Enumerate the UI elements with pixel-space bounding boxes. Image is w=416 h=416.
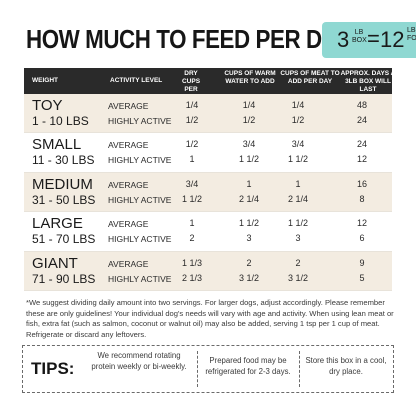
dry-cups-average: 3/4	[185, 178, 199, 189]
size-range: 11 - 30 LBS	[32, 153, 95, 168]
dry-cups-average: 1 1/3	[181, 257, 203, 268]
meat-high: 2 1/4	[287, 193, 309, 204]
warm-water-average: 3/4	[242, 139, 256, 150]
warm-water-average: 1	[246, 178, 252, 189]
size-name: SMALL	[32, 136, 82, 154]
dry-cups-average: 1/2	[185, 139, 199, 150]
days-high: 6	[359, 233, 365, 244]
tips-divider	[299, 351, 300, 387]
tips-label: TIPS:	[31, 359, 75, 378]
size-name: MEDIUM	[32, 175, 93, 193]
table-header: WEIGHT ACTIVITY LEVEL DRY CUPS PER DAY* …	[24, 68, 395, 101]
warm-water-average: 2	[246, 257, 252, 268]
activity-high: HIGHLY ACTIVE	[108, 155, 172, 166]
feeding-table: WEIGHT ACTIVITY LEVEL DRY CUPS PER DAY* …	[24, 68, 395, 291]
warm-water-high: 2 1/4	[238, 193, 260, 204]
table-row: LARGE 51 - 70 LBS AVERAGE HIGHLY ACTIVE …	[24, 212, 392, 252]
warm-water-average: 1 1/2	[238, 218, 260, 229]
size-name: GIANT	[32, 254, 78, 272]
box-yield-badge: 3 LB BOX = 12 LBS of FOOD!	[322, 22, 416, 58]
warm-water-high: 3	[246, 233, 252, 244]
meat-average: 1/4	[291, 100, 305, 110]
meat-average: 1	[295, 178, 301, 189]
dry-cups-high: 1 1/2	[181, 193, 203, 204]
warm-water-high: 1 1/2	[238, 154, 260, 165]
activity-high: HIGHLY ACTIVE	[108, 194, 172, 205]
size-range: 71 - 90 LBS	[32, 271, 96, 286]
warm-water-high: 1/2	[242, 115, 256, 125]
days-average: 24	[356, 139, 367, 150]
badge-food-unit: LBS of FOOD!	[407, 27, 416, 42]
activity-average: AVERAGE	[108, 140, 149, 151]
dry-cups-high: 1/2	[185, 115, 199, 125]
badge-box-unit: LB BOX	[352, 29, 367, 44]
dry-cups-average: 1/4	[185, 100, 199, 110]
days-high: 24	[356, 115, 367, 125]
days-high: 12	[356, 154, 367, 165]
meat-high: 1/2	[291, 115, 305, 125]
size-range: 1 - 10 LBS	[32, 114, 89, 128]
meat-high: 3 1/2	[287, 272, 309, 283]
warm-water-average: 1/4	[242, 100, 256, 110]
header-weight: WEIGHT	[32, 77, 58, 84]
days-average: 16	[356, 178, 367, 189]
tips-divider	[197, 351, 198, 387]
tip-refrigerate: Prepared food may be refrigerated for 2-…	[205, 356, 291, 376]
activity-high: HIGHLY ACTIVE	[108, 234, 172, 245]
warm-water-high: 3 1/2	[238, 272, 260, 283]
header-activity: ACTIVITY LEVEL	[110, 77, 163, 84]
page-title: HOW MUCH TO FEED PER DAY	[26, 24, 350, 54]
badge-box-weight: 3	[337, 27, 350, 52]
table-row: GIANT 71 - 90 LBS AVERAGE HIGHLY ACTIVE …	[24, 251, 392, 291]
badge-food-weight: 12	[380, 27, 405, 52]
meat-average: 3/4	[291, 139, 305, 150]
badge-equals: =	[367, 26, 380, 51]
activity-high: HIGHLY ACTIVE	[108, 116, 172, 126]
tips-box: TIPS: We recommend rotating protein week…	[22, 345, 394, 393]
size-name: LARGE	[32, 215, 83, 233]
activity-average: AVERAGE	[108, 101, 149, 111]
size-name: TOY	[32, 97, 63, 114]
table-row: SMALL 11 - 30 LBS AVERAGE HIGHLY ACTIVE …	[24, 133, 392, 173]
days-average: 9	[359, 257, 365, 268]
header-days: APPROX. DAYS A 3LB BOX WILL LAST	[340, 70, 396, 93]
header-meat: CUPS OF MEAT TO ADD PER DAY	[280, 70, 340, 85]
tip-rotate-protein: We recommend rotating protein weekly or …	[91, 351, 187, 371]
table-row: MEDIUM 31 - 50 LBS AVERAGE HIGHLY ACTIVE…	[24, 172, 392, 213]
header-warm-water: CUPS OF WARM WATER TO ADD	[224, 70, 276, 85]
dry-cups-high: 2	[189, 233, 195, 244]
size-range: 31 - 50 LBS	[32, 192, 96, 207]
activity-high: HIGHLY ACTIVE	[108, 273, 172, 284]
activity-average: AVERAGE	[108, 179, 149, 190]
dry-cups-average: 1	[189, 218, 195, 229]
days-high: 5	[359, 272, 365, 283]
dry-cups-high: 1	[189, 154, 195, 165]
footnote: *We suggest dividing daily amount into t…	[26, 298, 394, 339]
days-average: 48	[356, 100, 367, 110]
days-high: 8	[359, 193, 365, 204]
tip-storage: Store this box in a cool, dry place.	[305, 356, 387, 376]
table-row: TOY 1 - 10 LBS AVERAGE HIGHLY ACTIVE 1/4…	[24, 94, 392, 134]
days-average: 12	[356, 218, 367, 229]
meat-average: 2	[295, 257, 301, 268]
dry-cups-high: 2 1/3	[181, 272, 203, 283]
size-range: 51 - 70 LBS	[32, 232, 96, 247]
activity-average: AVERAGE	[108, 258, 149, 269]
meat-average: 1 1/2	[287, 218, 309, 229]
meat-high: 1 1/2	[287, 154, 309, 165]
activity-average: AVERAGE	[108, 219, 149, 230]
meat-high: 3	[295, 233, 301, 244]
